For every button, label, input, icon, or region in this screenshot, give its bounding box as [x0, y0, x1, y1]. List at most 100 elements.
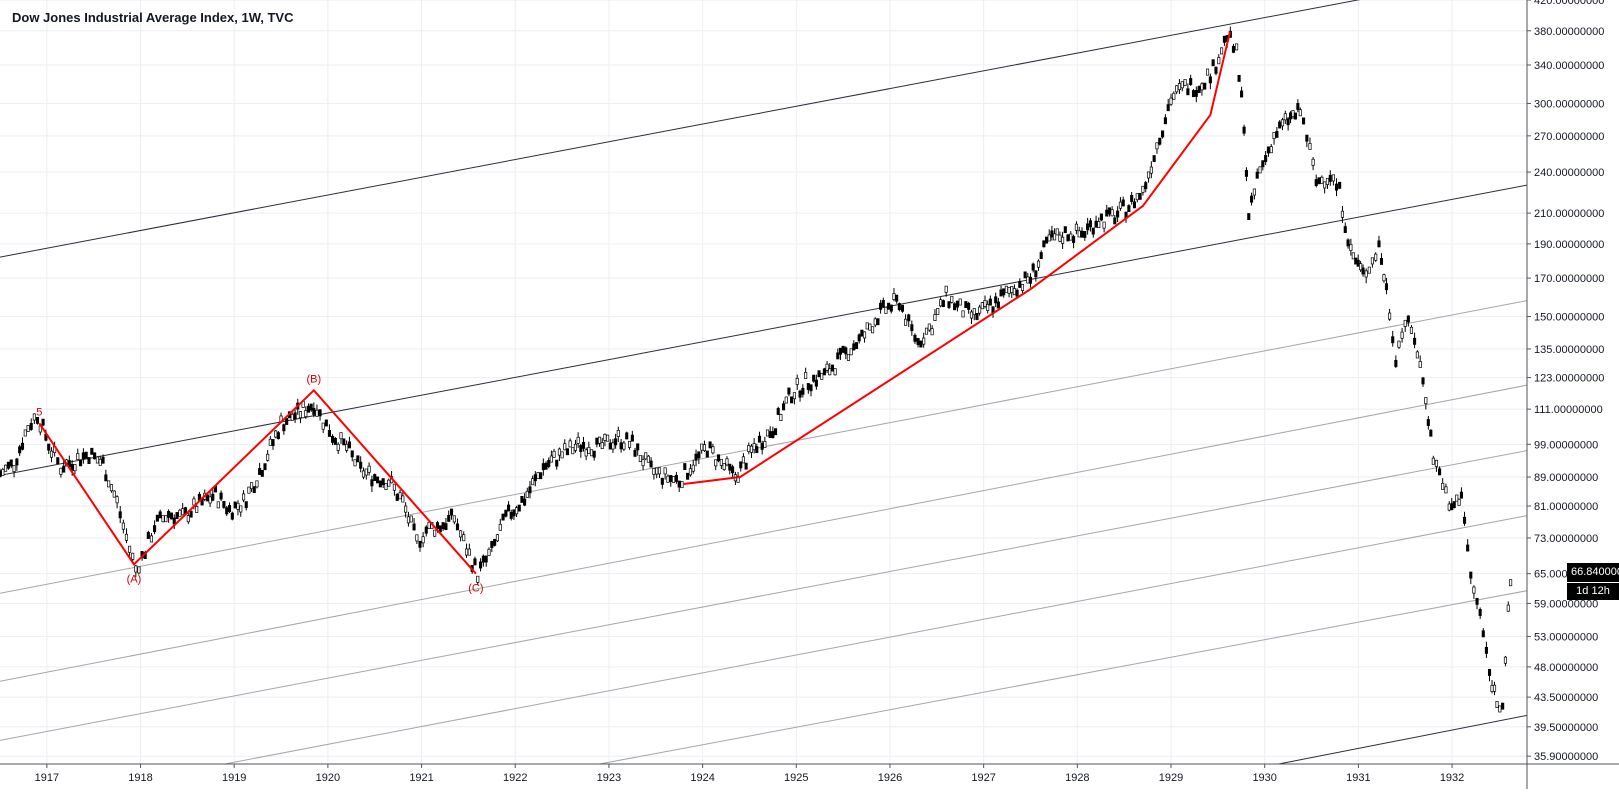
price-candle [1007, 287, 1011, 294]
price-candle [752, 443, 756, 451]
wave-line-impulse [683, 31, 1232, 486]
price-candle [1091, 227, 1095, 235]
channel-line-light[interactable] [224, 515, 1527, 764]
price-candle [1462, 516, 1467, 524]
price-candle [1116, 210, 1120, 218]
price-candle [1163, 117, 1167, 125]
price-candle [1426, 419, 1430, 426]
price-candle [1015, 289, 1019, 297]
price-candle [961, 310, 965, 318]
x-tick-label: 1925 [784, 772, 808, 784]
price-candle [473, 558, 477, 566]
price-candle [1203, 82, 1207, 90]
price-candle [205, 494, 209, 502]
price-candle [705, 450, 709, 458]
price-candle [415, 534, 419, 542]
price-candle [512, 509, 516, 517]
price-candle [167, 510, 171, 518]
price-candle [1397, 340, 1401, 348]
price-candle [782, 403, 786, 411]
price-candle [1264, 155, 1268, 162]
price-candle [1409, 326, 1414, 334]
price-candle [304, 410, 308, 417]
channel-line-dark[interactable] [0, 184, 1527, 476]
y-tick-label: 43.50000000 [1534, 692, 1598, 704]
price-candle [790, 396, 794, 404]
price-candle [101, 456, 105, 464]
price-candle [525, 490, 529, 498]
price-candle [749, 445, 754, 453]
channel-line-dark[interactable] [0, 0, 1415, 258]
price-candle [347, 441, 351, 449]
price-candle [498, 523, 502, 531]
channel-line-light[interactable] [0, 450, 1527, 741]
price-candle [1094, 220, 1098, 228]
price-candle [625, 432, 629, 440]
price-candle [1039, 252, 1043, 260]
price-candle [1280, 119, 1285, 127]
price-candle [336, 443, 340, 451]
price-candle [536, 472, 540, 480]
price-candle [1506, 604, 1510, 612]
price-candle [1361, 267, 1365, 275]
wave-label: (B) [306, 373, 321, 385]
price-candle [1382, 274, 1386, 282]
channel-line-dark[interactable] [1278, 714, 1527, 764]
price-candle [381, 478, 385, 486]
price-candle [1113, 217, 1117, 225]
price-candle [324, 419, 328, 427]
price-candle [1441, 482, 1445, 490]
price-candle [1272, 132, 1276, 139]
y-tick-label: 240.00000000 [1534, 167, 1604, 179]
price-candle [916, 338, 920, 345]
price-candle [747, 445, 751, 452]
price-candle [1130, 195, 1134, 202]
price-candle [1242, 126, 1246, 134]
price-candle [216, 501, 220, 509]
price-candle [356, 455, 360, 463]
price-candle [969, 311, 974, 319]
price-candle [1349, 244, 1353, 251]
price-candle [1452, 501, 1456, 509]
y-tick-label: 73.00000000 [1534, 533, 1598, 545]
channel-line-light[interactable] [599, 590, 1527, 764]
price-candle [1061, 236, 1065, 244]
price-candle [1028, 276, 1033, 284]
price-candle [1121, 199, 1125, 207]
price-candle [115, 496, 119, 504]
price-candle [315, 409, 319, 417]
price-candle [691, 464, 695, 472]
price-candle [1340, 210, 1344, 218]
channel-line-light[interactable] [0, 384, 1527, 682]
price-candle [1107, 207, 1112, 215]
price-candle [828, 368, 832, 376]
price-candle [771, 431, 775, 438]
x-tick-label: 1921 [409, 772, 433, 784]
price-candle [1144, 182, 1148, 190]
price-candle [581, 441, 586, 449]
price-candle [523, 498, 527, 506]
price-candle [889, 304, 893, 312]
price-candle [479, 561, 483, 569]
chart-title: Dow Jones Industrial Average Index, 1W, … [12, 10, 294, 25]
price-candle [694, 453, 698, 461]
price-candle [836, 352, 840, 360]
price-candle [1367, 266, 1371, 274]
price-candle [614, 438, 618, 446]
price-candle [1012, 288, 1016, 296]
x-tick-label: 1919 [222, 772, 246, 784]
price-candle [1283, 113, 1287, 121]
price-candle [493, 538, 497, 546]
price-candle [484, 555, 488, 563]
price-candle [47, 443, 51, 451]
price-candle [792, 392, 796, 400]
price-candle [1020, 284, 1025, 291]
y-tick-label: 35.90000000 [1534, 751, 1598, 763]
price-candle [412, 523, 416, 531]
x-tick-label: 1924 [690, 772, 714, 784]
price-candle [260, 469, 264, 477]
price-candle [809, 384, 813, 392]
price-candle [996, 301, 1000, 309]
